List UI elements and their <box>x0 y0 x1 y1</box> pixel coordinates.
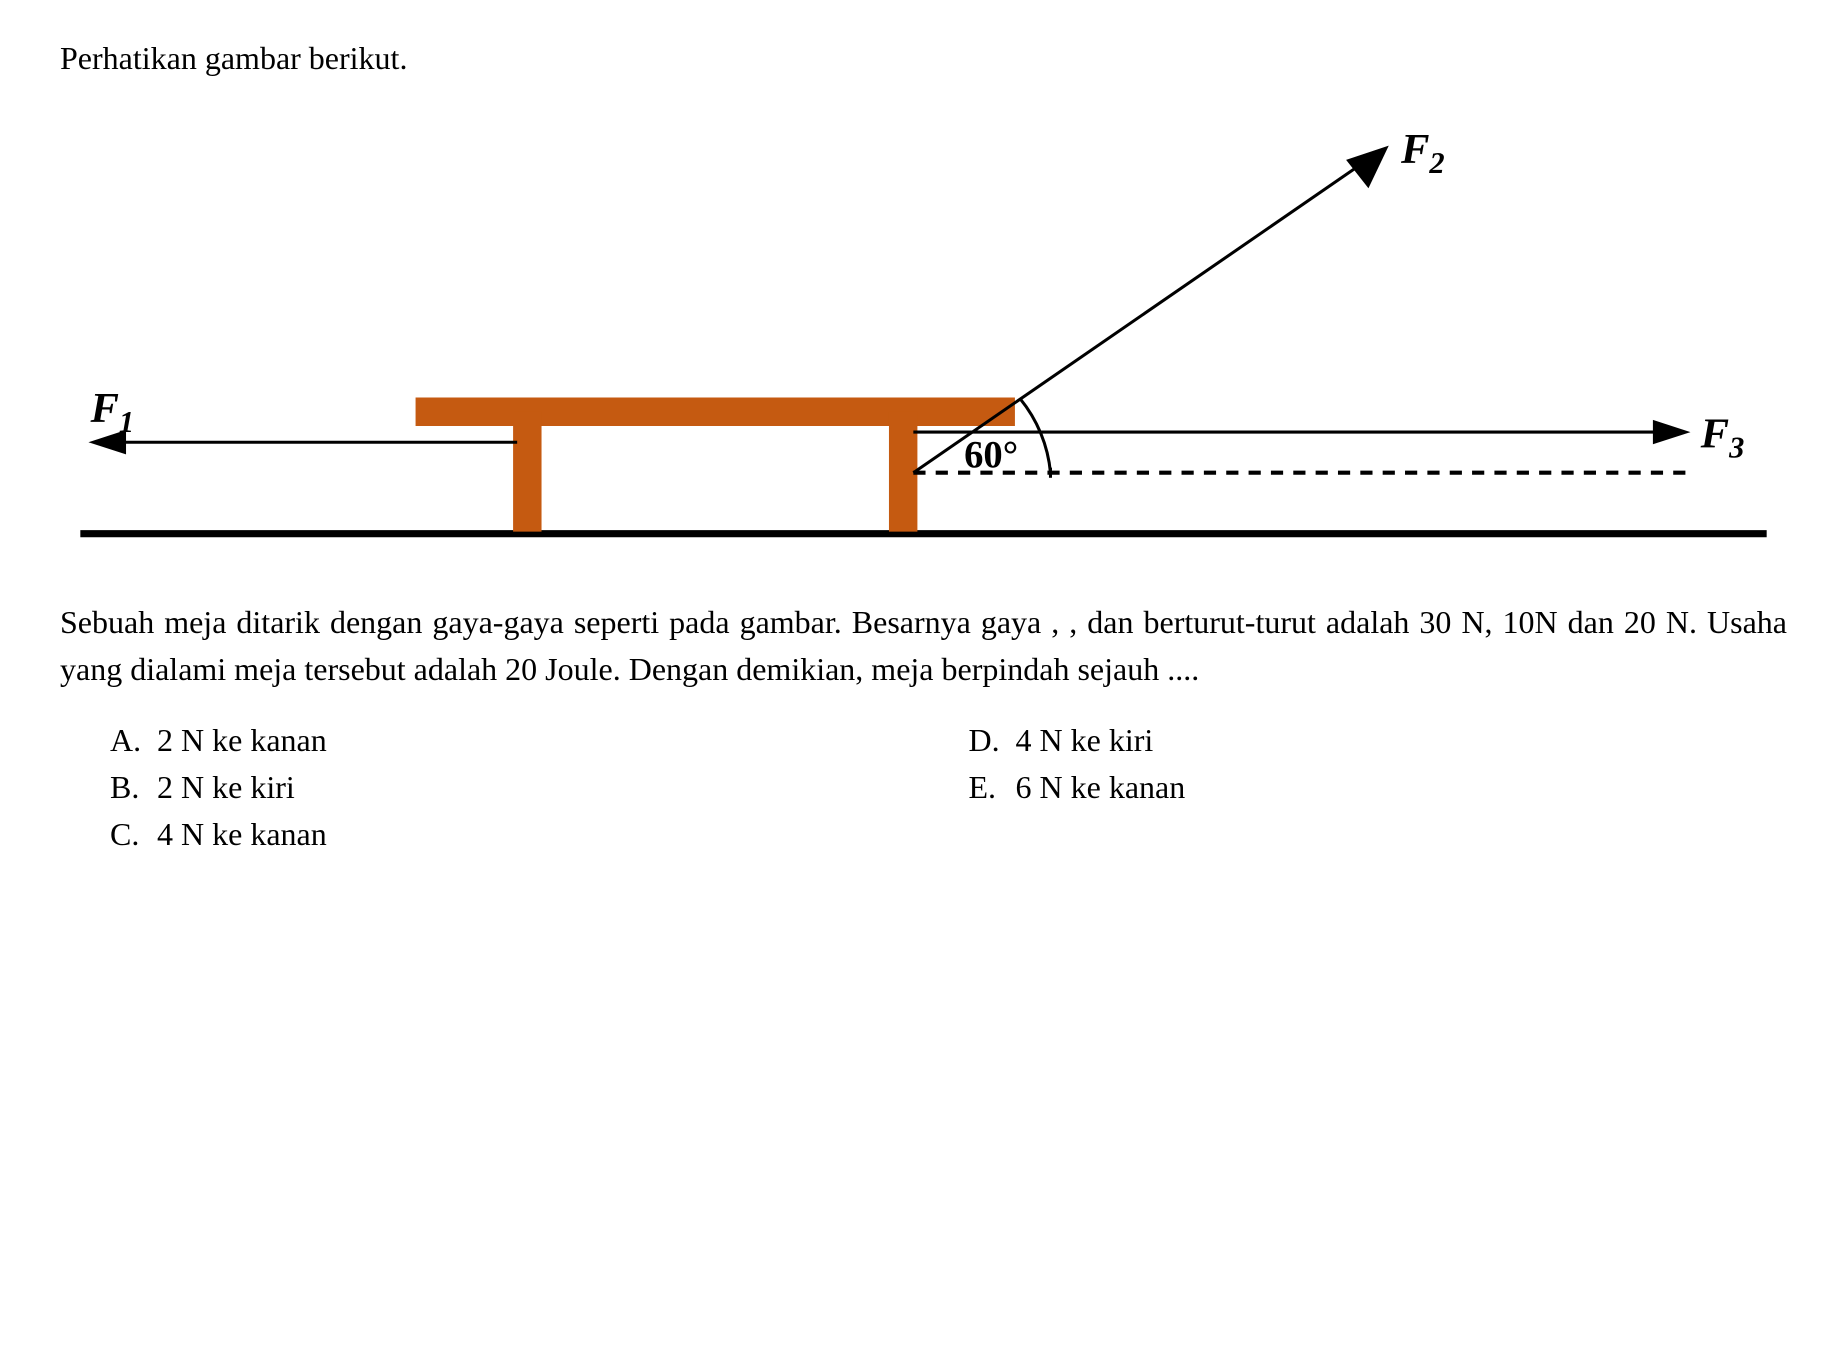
question-intro: Perhatikan gambar berikut. <box>60 40 1787 77</box>
f2-arrow <box>913 146 1388 473</box>
option-e: E. 6 N ke kanan <box>969 769 1788 806</box>
option-d: D. 4 N ke kiri <box>969 722 1788 759</box>
diagram-svg: F1 F3 F2 60° <box>60 107 1787 564</box>
option-c: C. 4 N ke kanan <box>110 816 929 853</box>
option-text: 4 N ke kanan <box>157 816 327 853</box>
f1-arrow <box>88 430 517 454</box>
option-letter: E. <box>969 769 1004 806</box>
angle-arc <box>1020 399 1050 473</box>
angle-label: 60° <box>964 435 1018 477</box>
option-letter: B. <box>110 769 145 806</box>
answer-options: A. 2 N ke kanan D. 4 N ke kiri B. 2 N ke… <box>60 722 1787 853</box>
option-b: B. 2 N ke kiri <box>110 769 929 806</box>
option-text: 4 N ke kiri <box>1016 722 1154 759</box>
f3-arrow <box>913 420 1690 444</box>
option-a: A. 2 N ke kanan <box>110 722 929 759</box>
option-letter: D. <box>969 722 1004 759</box>
f3-label: F3 <box>1700 410 1745 464</box>
option-text: 2 N ke kanan <box>157 722 327 759</box>
physics-diagram: F1 F3 F2 60° <box>60 107 1787 569</box>
option-text: 6 N ke kanan <box>1016 769 1186 806</box>
f2-label: F2 <box>1400 126 1445 180</box>
option-letter: A. <box>110 722 145 759</box>
option-letter: C. <box>110 816 145 853</box>
option-text: 2 N ke kiri <box>157 769 295 806</box>
question-body: Sebuah meja ditarik dengan gaya-gaya sep… <box>60 599 1787 692</box>
f1-label: F1 <box>89 385 134 439</box>
